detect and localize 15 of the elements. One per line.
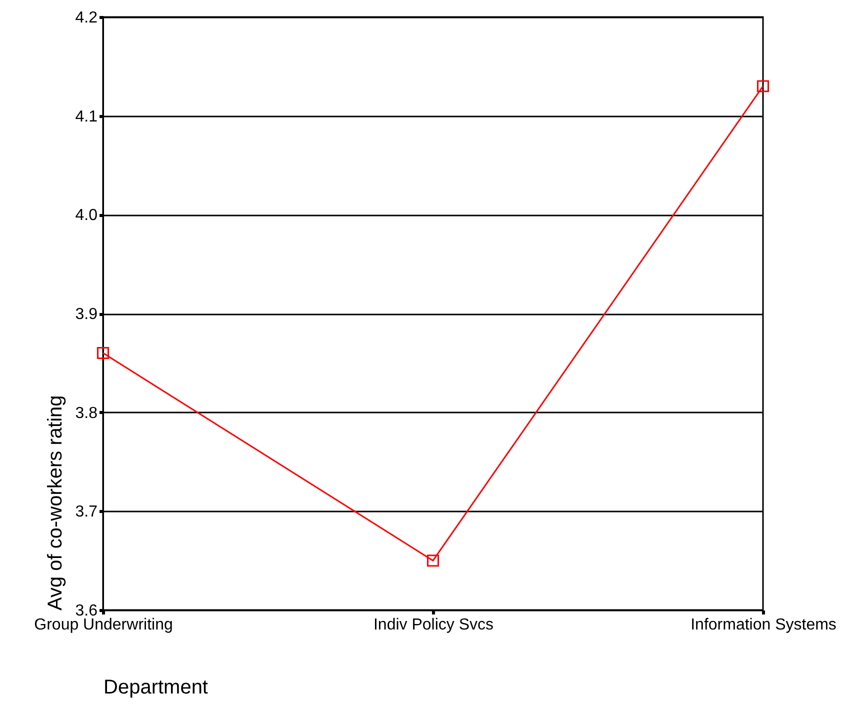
y-axis-title: Avg of co-workers rating <box>44 395 66 610</box>
y-tick-label: 3.7 <box>75 504 98 521</box>
y-tick-label: 3.9 <box>75 306 98 323</box>
y-tick-label: 3.6 <box>75 602 98 620</box>
point <box>427 554 439 567</box>
y-tick-label: 3.8 <box>75 404 98 422</box>
y-tick-label: 4.2 <box>75 10 98 26</box>
y-tick-label: 4.1 <box>75 108 98 126</box>
point <box>757 80 769 92</box>
x-axis-title: Department <box>104 676 208 698</box>
y-tick-label: 4.0 <box>75 207 98 224</box>
x-tick-label: Indiv Policy Svcs <box>373 616 494 634</box>
point <box>97 347 109 360</box>
x-tick-label: Group Underwriting <box>34 616 173 634</box>
x-tick-label: Information Systems <box>690 616 836 634</box>
